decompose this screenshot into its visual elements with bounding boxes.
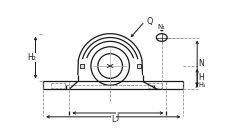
Text: H₁: H₁ — [197, 82, 204, 88]
Text: N₁: N₁ — [157, 24, 165, 30]
Text: N: N — [197, 59, 203, 68]
Text: J: J — [116, 112, 118, 120]
Bar — [136, 65, 140, 68]
Text: L: L — [111, 115, 115, 124]
Text: H: H — [197, 73, 203, 82]
Text: Q: Q — [146, 17, 152, 26]
Text: H₂: H₂ — [27, 53, 36, 62]
Bar — [79, 65, 83, 68]
